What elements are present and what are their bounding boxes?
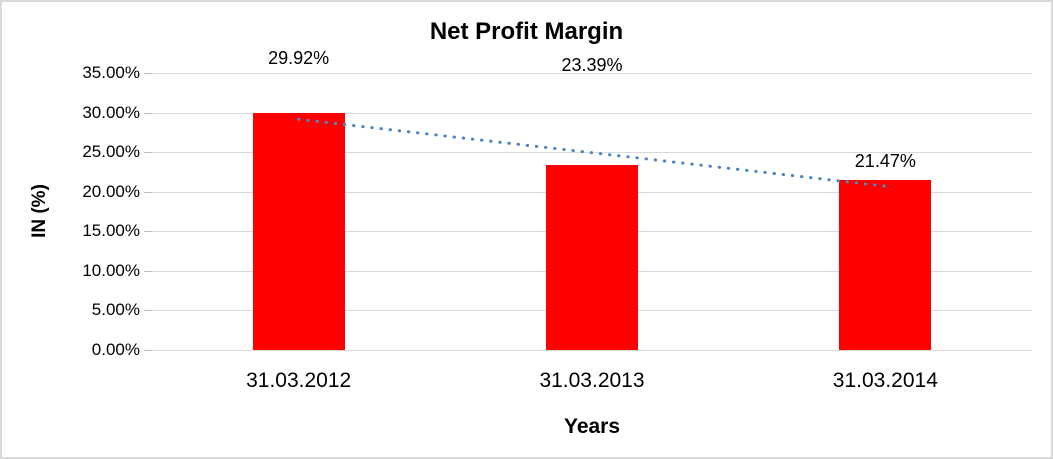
frame-left-edge xyxy=(0,0,2,459)
x-tick-label: 31.03.2012 xyxy=(246,369,352,392)
y-axis-tick xyxy=(144,231,152,232)
chart-title: Net Profit Margin xyxy=(429,18,624,45)
bar xyxy=(252,113,345,350)
y-axis-tick xyxy=(144,271,152,272)
gridline xyxy=(152,113,1032,114)
bar xyxy=(546,164,638,350)
y-axis-tick xyxy=(144,73,152,74)
y-tick-label: 35.00% xyxy=(82,63,140,82)
y-tick-label: 10.00% xyxy=(82,261,140,280)
x-tick-label: 31.03.2014 xyxy=(832,369,938,392)
y-axis-tick xyxy=(144,113,152,114)
y-axis-title: IN (%) xyxy=(29,184,50,238)
bar xyxy=(839,180,932,350)
y-tick-label: 30.00% xyxy=(82,103,140,122)
bar-data-label: 29.92% xyxy=(268,48,330,68)
y-axis-tick xyxy=(144,192,152,193)
y-tick-label: 15.00% xyxy=(82,221,140,240)
x-axis-title: Years xyxy=(563,415,621,438)
gridline xyxy=(152,73,1032,74)
y-axis-tick xyxy=(144,310,152,311)
y-tick-label: 0.00% xyxy=(91,340,140,359)
gridline xyxy=(152,350,1032,351)
y-tick-label: 25.00% xyxy=(82,142,140,161)
y-tick-label: 5.00% xyxy=(91,300,140,319)
bar-data-label: 23.39% xyxy=(561,55,623,75)
bar-data-label: 21.47% xyxy=(854,151,916,171)
y-tick-label: 20.00% xyxy=(82,182,140,201)
y-axis-tick xyxy=(144,152,152,153)
y-axis-tick xyxy=(144,350,152,351)
x-tick-label: 31.03.2013 xyxy=(539,369,645,392)
